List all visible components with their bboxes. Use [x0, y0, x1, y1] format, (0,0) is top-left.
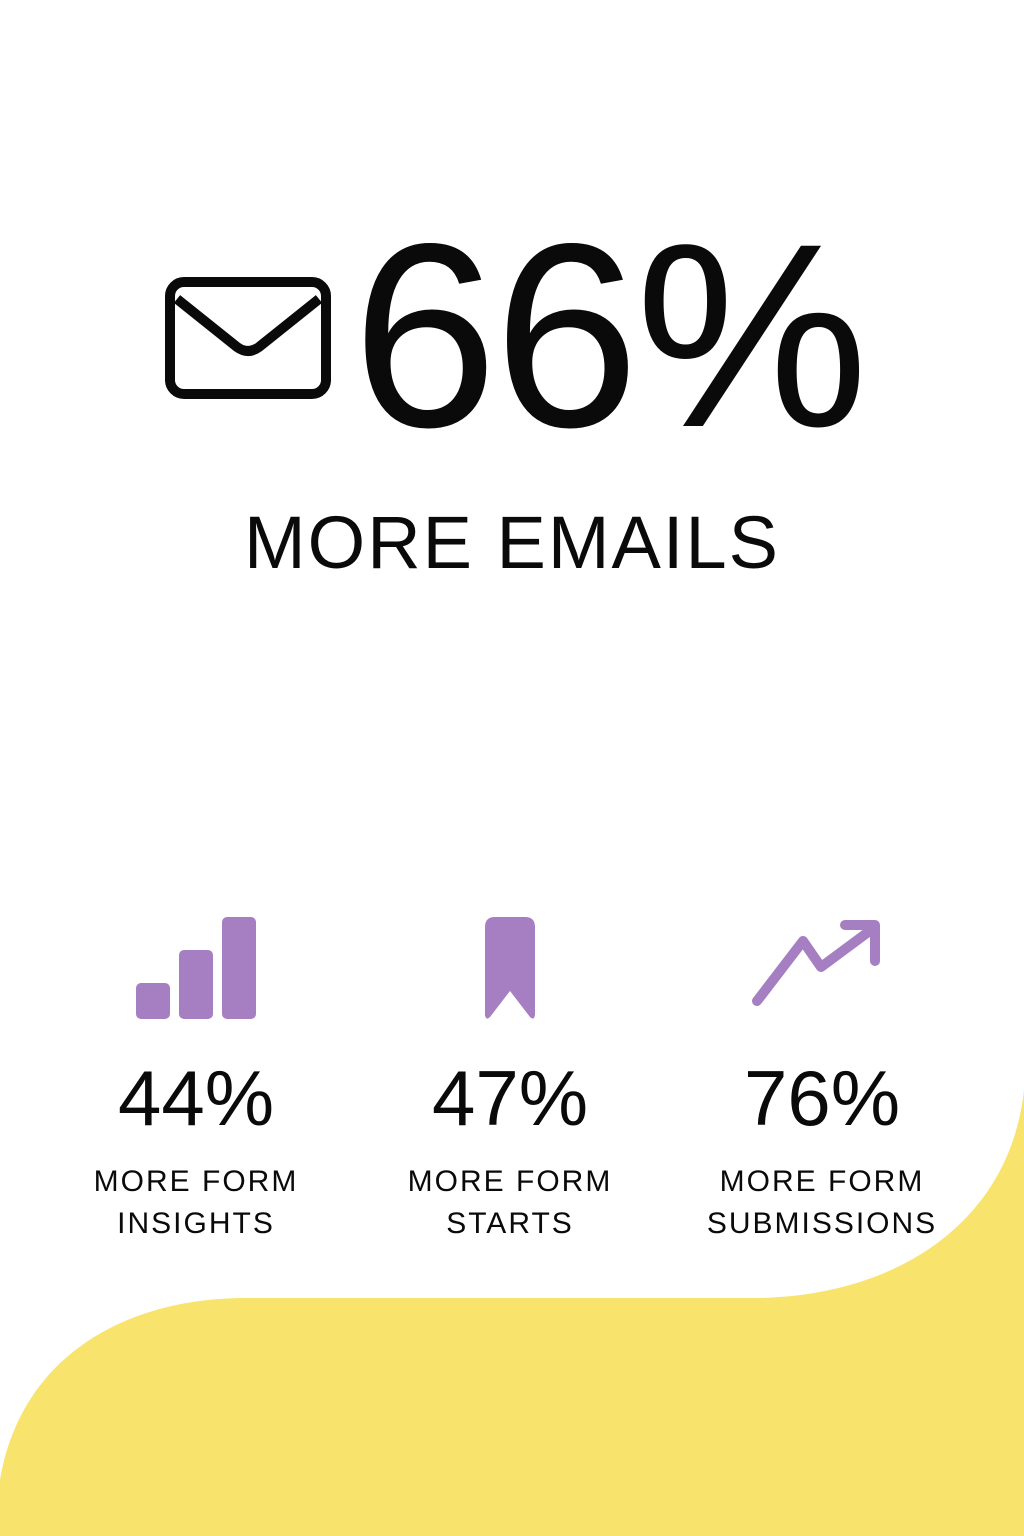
bar-chart-icon — [136, 917, 256, 1019]
trending-up-icon — [752, 920, 880, 1006]
stat-label: MORE FORM INSIGHTS — [93, 1165, 299, 1240]
stat-label: MORE FORM STARTS — [407, 1165, 613, 1240]
stat-form-submissions: 76% MORE FORM SUBMISSIONS — [662, 915, 982, 1245]
stat-form-insights: 44% MORE FORM INSIGHTS — [36, 915, 356, 1245]
hero-value: 66% — [352, 189, 868, 482]
stat-label: MORE FORM SUBMISSIONS — [706, 1165, 938, 1240]
envelope-icon — [165, 277, 331, 399]
stat-form-starts: 47% MORE FORM STARTS — [350, 915, 670, 1245]
stat-value: 47% — [431, 1054, 589, 1142]
stat-value: 76% — [743, 1054, 901, 1142]
hero-label: MORE EMAILS — [244, 501, 780, 584]
bookmark-icon — [485, 917, 535, 1019]
hero-stat: 66% — [0, 205, 1024, 467]
stat-value: 44% — [117, 1054, 275, 1142]
